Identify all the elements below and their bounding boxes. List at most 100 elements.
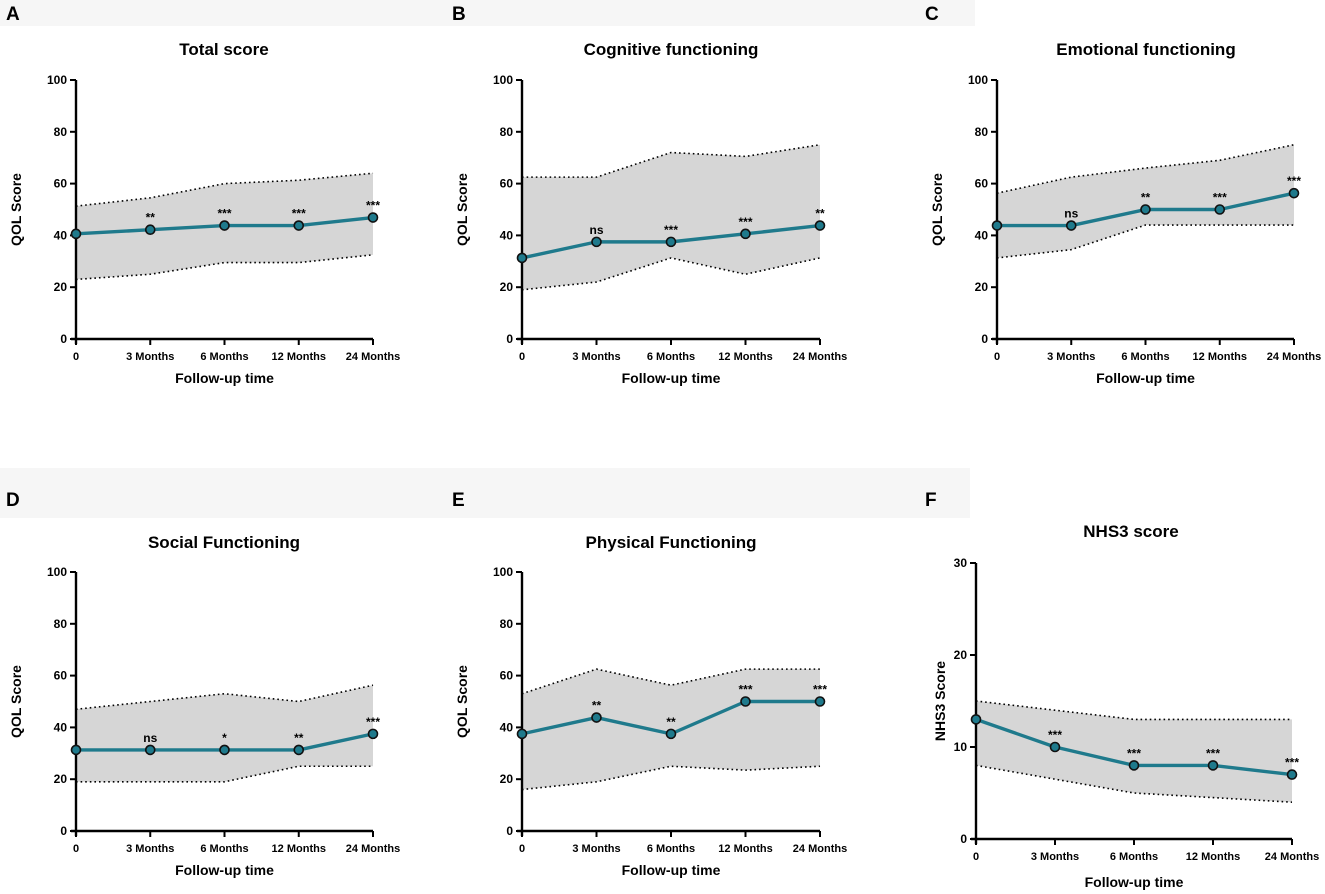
y-tick-label: 100 — [47, 73, 67, 87]
x-tick-label: 24 Months — [346, 843, 400, 855]
data-point — [293, 220, 305, 231]
data-point — [814, 696, 826, 707]
y-tick-label: 0 — [960, 832, 967, 846]
significance-label: *** — [1213, 191, 1227, 205]
panel-letter: C — [925, 4, 939, 25]
y-tick-label: 40 — [500, 228, 514, 242]
x-axis-title: Follow-up time — [175, 370, 274, 386]
y-tick-label: 20 — [54, 772, 68, 786]
upper-bound-line — [75, 172, 374, 207]
y-tick-label: 80 — [975, 125, 989, 139]
y-tick-label: 30 — [954, 556, 968, 570]
x-tick-label: 24 Months — [346, 351, 400, 363]
significance-label: *** — [664, 223, 678, 237]
panel-letter: F — [925, 490, 937, 511]
data-point — [1140, 204, 1151, 215]
data-point — [516, 252, 528, 264]
data-point — [367, 728, 379, 740]
x-tick-label: 0 — [973, 851, 979, 863]
y-tick-label: 40 — [54, 228, 68, 242]
significance-label: *** — [217, 207, 231, 221]
data-point — [1288, 187, 1300, 199]
x-tick-label: 0 — [73, 843, 79, 855]
y-tick-label: 60 — [500, 177, 514, 191]
significance-label: ** — [592, 699, 602, 713]
lower-bound-line — [75, 254, 374, 281]
significance-label: *** — [738, 683, 752, 697]
x-tick-label: 6 Months — [647, 843, 695, 855]
y-tick-label: 0 — [506, 332, 513, 346]
bottom-row-header-strip — [0, 468, 970, 518]
significance-label: *** — [738, 215, 752, 229]
panel-letter: B — [452, 4, 466, 25]
data-point — [1065, 220, 1077, 231]
y-tick-label: 40 — [500, 720, 514, 734]
x-tick-label: 3 Months — [572, 351, 620, 363]
y-tick-label: 20 — [54, 280, 68, 294]
significance-label: ** — [815, 207, 825, 221]
y-tick-label: 0 — [60, 824, 67, 838]
panel-letter: A — [6, 4, 20, 25]
data-point — [293, 744, 305, 756]
significance-label: *** — [1287, 174, 1301, 188]
significance-label: *** — [1048, 728, 1062, 742]
x-tick-label: 3 Months — [126, 351, 174, 363]
x-tick-label: 0 — [519, 351, 525, 363]
data-point — [665, 236, 677, 248]
y-axis-title: QOL Score — [454, 173, 470, 246]
y-tick-label: 0 — [60, 332, 67, 346]
significance-label: *** — [813, 683, 827, 697]
x-axis-title: Follow-up time — [175, 862, 274, 878]
significance-label: ** — [666, 715, 676, 729]
x-tick-label: 3 Months — [572, 843, 620, 855]
y-tick-label: 80 — [500, 617, 514, 631]
significance-label: *** — [1206, 746, 1220, 760]
x-tick-label: 24 Months — [793, 351, 847, 363]
y-tick-label: 100 — [493, 73, 513, 87]
y-axis-title: NHS3 Score — [932, 661, 948, 741]
x-tick-label: 12 Months — [1193, 351, 1247, 363]
lower-bound-line — [996, 224, 1294, 259]
y-tick-label: 100 — [968, 73, 988, 87]
data-point — [991, 220, 1003, 231]
y-axis-title: QOL Score — [8, 173, 24, 246]
y-tick-label: 40 — [975, 228, 989, 242]
data-point — [740, 228, 751, 240]
x-tick-label: 0 — [994, 351, 1000, 363]
upper-bound-line — [75, 684, 374, 711]
data-point — [367, 212, 379, 223]
x-tick-label: 6 Months — [200, 843, 248, 855]
confidence-band — [522, 144, 820, 290]
x-tick-label: 6 Months — [200, 351, 248, 363]
lower-bound-line — [521, 257, 821, 291]
y-tick-label: 20 — [500, 280, 514, 294]
y-tick-label: 0 — [506, 824, 513, 838]
y-axis-title: QOL Score — [8, 665, 24, 738]
x-tick-label: 12 Months — [718, 351, 772, 363]
x-tick-label: 24 Months — [793, 843, 847, 855]
x-axis-title: Follow-up time — [1096, 370, 1195, 386]
x-tick-label: 6 Months — [647, 351, 695, 363]
y-tick-label: 100 — [493, 565, 513, 579]
data-point — [1286, 769, 1298, 780]
lower-bound-line — [76, 765, 373, 783]
data-point — [970, 714, 982, 725]
panel-letter: D — [6, 490, 20, 511]
data-point — [144, 744, 156, 756]
data-point — [1049, 741, 1061, 753]
y-tick-label: 60 — [54, 177, 68, 191]
x-tick-label: 24 Months — [1265, 851, 1319, 863]
data-point — [665, 728, 677, 740]
x-tick-label: 3 Months — [1031, 851, 1079, 863]
data-point — [219, 744, 230, 756]
confidence-band — [976, 701, 1292, 803]
x-tick-label: 12 Months — [1186, 851, 1240, 863]
significance-label: ** — [146, 211, 156, 225]
data-point — [1128, 760, 1140, 771]
data-point — [814, 220, 826, 231]
chart-panel-b: B Cognitive functioning 0 20 40 60 80 100 0 3 Mon… — [452, 4, 847, 386]
data-point — [591, 712, 602, 723]
chart-title: NHS3 score — [1083, 522, 1178, 541]
data-point — [740, 696, 751, 707]
